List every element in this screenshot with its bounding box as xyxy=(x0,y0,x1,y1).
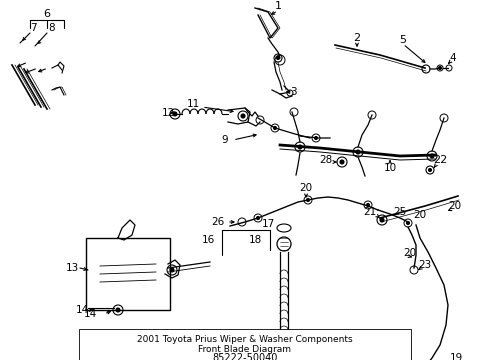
Text: 19: 19 xyxy=(448,353,462,360)
Text: 20: 20 xyxy=(299,183,312,193)
Circle shape xyxy=(406,221,408,225)
Text: 10: 10 xyxy=(383,163,396,173)
Text: 12: 12 xyxy=(161,108,174,118)
Text: 14: 14 xyxy=(83,309,97,319)
Circle shape xyxy=(427,168,430,171)
FancyBboxPatch shape xyxy=(79,329,410,360)
Text: 25: 25 xyxy=(392,207,406,217)
Circle shape xyxy=(256,216,259,220)
Circle shape xyxy=(116,308,120,312)
Circle shape xyxy=(379,218,383,222)
Text: 21: 21 xyxy=(363,207,376,217)
Text: 20: 20 xyxy=(447,201,461,211)
Text: 4: 4 xyxy=(449,53,455,63)
Text: 6: 6 xyxy=(43,9,50,19)
Text: 85222-50040: 85222-50040 xyxy=(212,353,277,360)
Text: 28: 28 xyxy=(319,155,332,165)
Text: 18: 18 xyxy=(248,235,262,245)
Circle shape xyxy=(306,198,309,202)
Circle shape xyxy=(438,67,441,69)
Circle shape xyxy=(273,126,276,130)
Text: 11: 11 xyxy=(186,99,199,109)
Circle shape xyxy=(276,57,279,59)
Text: 9: 9 xyxy=(221,135,228,145)
Text: 22: 22 xyxy=(432,155,446,165)
Text: 23: 23 xyxy=(418,260,431,270)
Circle shape xyxy=(429,154,433,158)
Circle shape xyxy=(170,268,174,272)
Circle shape xyxy=(297,145,302,149)
Text: 2001 Toyota Prius Wiper & Washer Components: 2001 Toyota Prius Wiper & Washer Compone… xyxy=(137,336,352,345)
Text: 13: 13 xyxy=(65,263,79,273)
Text: 20: 20 xyxy=(403,248,416,258)
Text: 24: 24 xyxy=(392,355,406,360)
Text: 15: 15 xyxy=(95,333,108,343)
Text: 5: 5 xyxy=(399,35,406,45)
Text: 8: 8 xyxy=(49,23,55,33)
Circle shape xyxy=(339,160,343,164)
Circle shape xyxy=(241,114,244,118)
Circle shape xyxy=(173,112,177,116)
Circle shape xyxy=(366,203,369,207)
Circle shape xyxy=(314,136,317,139)
Text: 17: 17 xyxy=(261,219,274,229)
Text: 16: 16 xyxy=(202,235,215,245)
Text: Front Blade Diagram: Front Blade Diagram xyxy=(198,345,291,354)
Circle shape xyxy=(355,150,359,154)
Text: 26: 26 xyxy=(211,217,224,227)
Text: 20: 20 xyxy=(412,210,426,220)
Text: 7: 7 xyxy=(30,23,36,33)
Text: 3: 3 xyxy=(289,87,296,97)
Text: 14: 14 xyxy=(75,305,88,315)
Text: 2: 2 xyxy=(353,33,360,43)
Text: 1: 1 xyxy=(274,1,281,11)
